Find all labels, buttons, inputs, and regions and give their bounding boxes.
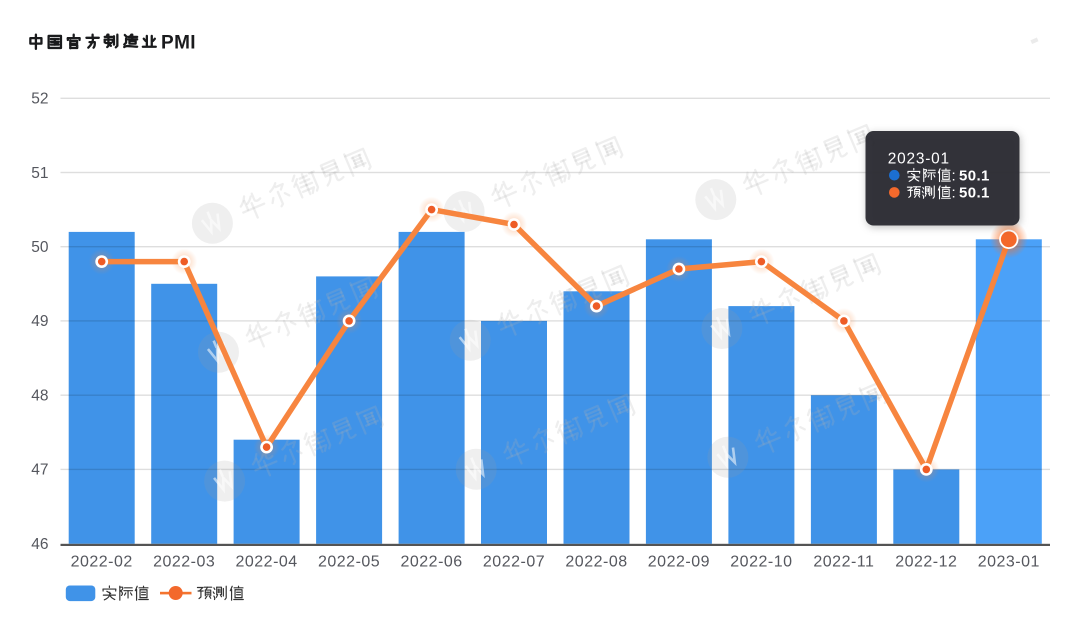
svg-text:2022-06: 2022-06 xyxy=(400,554,462,571)
svg-text:47: 47 xyxy=(31,462,48,479)
svg-text:2022-10: 2022-10 xyxy=(730,554,792,571)
svg-text:2022-05: 2022-05 xyxy=(318,554,380,571)
svg-text:2023-01: 2023-01 xyxy=(978,554,1040,571)
svg-text:52: 52 xyxy=(31,91,48,108)
svg-text:51: 51 xyxy=(31,165,48,182)
svg-text:46: 46 xyxy=(31,536,48,553)
svg-text:2022-09: 2022-09 xyxy=(648,554,710,571)
svg-text::: : xyxy=(952,167,956,184)
svg-text:50.1: 50.1 xyxy=(959,167,990,184)
svg-text:2022-11: 2022-11 xyxy=(813,554,874,571)
svg-text:2022-07: 2022-07 xyxy=(483,554,545,571)
svg-text:2023-01: 2023-01 xyxy=(888,150,950,167)
svg-text:49: 49 xyxy=(31,313,48,330)
svg-text:50.1: 50.1 xyxy=(959,185,990,202)
svg-text:50: 50 xyxy=(31,239,49,256)
svg-text:2022-03: 2022-03 xyxy=(153,554,215,571)
svg-text:2022-02: 2022-02 xyxy=(71,554,133,571)
svg-text:2022-08: 2022-08 xyxy=(565,554,627,571)
svg-text:PMI: PMI xyxy=(161,32,196,53)
svg-text::: : xyxy=(952,185,956,202)
svg-text:2022-04: 2022-04 xyxy=(235,554,297,571)
svg-text:2022-12: 2022-12 xyxy=(895,554,957,571)
svg-text:48: 48 xyxy=(31,388,48,405)
